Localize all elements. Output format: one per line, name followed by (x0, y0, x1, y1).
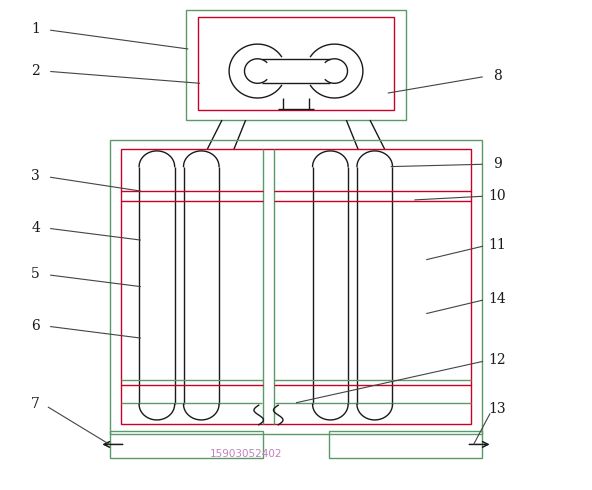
Text: 13: 13 (488, 402, 506, 416)
Text: 4: 4 (31, 221, 40, 235)
Text: 2: 2 (31, 64, 40, 78)
Bar (186, 10, 406, 120)
Text: 3: 3 (31, 170, 40, 183)
Bar (110, 140, 482, 434)
Bar (121, 149, 471, 424)
Bar (198, 17, 394, 110)
Text: 7: 7 (31, 397, 40, 411)
Text: 6: 6 (31, 319, 40, 333)
Text: 9: 9 (493, 157, 501, 171)
Text: 12: 12 (488, 353, 506, 367)
Text: 14: 14 (488, 292, 506, 306)
Text: 15903052402: 15903052402 (210, 449, 282, 459)
Bar (110, 431, 263, 458)
Text: 10: 10 (488, 189, 506, 203)
Text: 11: 11 (488, 238, 506, 252)
Text: 5: 5 (31, 268, 40, 281)
Text: 1: 1 (31, 23, 40, 36)
Bar (329, 431, 482, 458)
Text: 8: 8 (493, 69, 501, 83)
